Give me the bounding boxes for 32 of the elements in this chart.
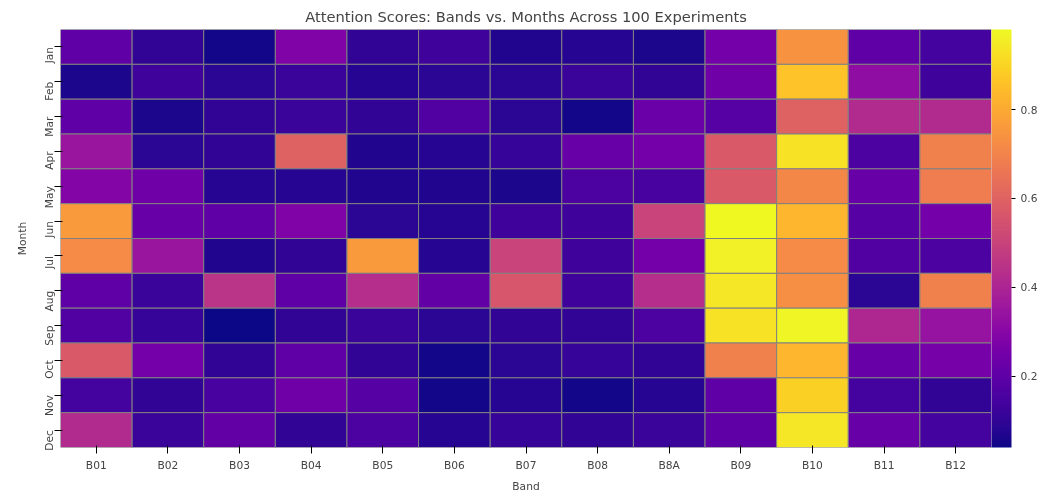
y-tick-label: Sep [43, 325, 56, 346]
x-axis-title: Band [512, 479, 540, 493]
x-tick-label: B11 [873, 458, 895, 472]
color-bar-label: 0.2 [1020, 370, 1038, 384]
x-tick-label: B06 [443, 458, 466, 472]
x-tick-label: B02 [157, 458, 179, 472]
y-tick-label: Mar [43, 115, 56, 137]
x-tick-label: B03 [229, 458, 250, 472]
x-tick-label: B04 [300, 458, 322, 472]
y-tick-label: Jun [43, 221, 56, 239]
x-tick-label: B07 [515, 458, 537, 472]
y-tick-label: Apr [43, 150, 56, 170]
x-tick-label: B01 [85, 458, 107, 472]
color-bar-label: 0.4 [1020, 281, 1038, 295]
color-bar-label: 0.6 [1020, 192, 1038, 206]
y-tick-label: Feb [43, 81, 56, 101]
color-bar-label: 0.8 [1020, 103, 1038, 117]
y-tick-label: Jul [43, 255, 56, 270]
chart-title: Attention Scores: Bands vs. Months Across 100 Experiments [305, 7, 747, 25]
x-tick-label: B12 [945, 458, 967, 472]
y-tick-label: Dec [43, 429, 56, 451]
x-tick-label: B8A [658, 458, 681, 472]
y-tick-label: May [43, 186, 56, 209]
x-tick-label: B10 [802, 458, 824, 472]
y-tick-label: Oct [43, 360, 56, 379]
x-tick-label: B05 [372, 458, 394, 472]
y-tick-label: Jan [43, 46, 56, 65]
y-tick-label: Nov [43, 395, 56, 417]
y-axis-title: Month [15, 221, 29, 256]
x-tick-label: B09 [730, 458, 752, 472]
x-tick-label: B08 [587, 458, 609, 472]
y-tick-label: Aug [43, 290, 56, 312]
